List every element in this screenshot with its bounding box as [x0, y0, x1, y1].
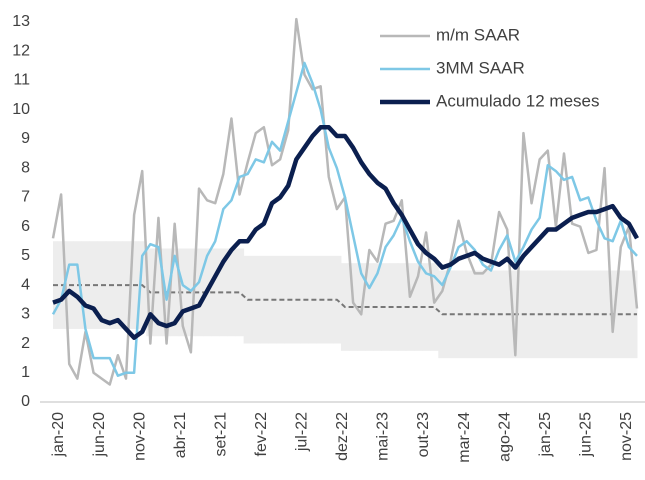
x-tick-label: jan-25	[537, 412, 554, 458]
y-tick-label: 0	[21, 393, 30, 410]
legend-label: Acumulado 12 meses	[436, 91, 599, 110]
target-line	[53, 284, 637, 316]
x-tick-label: abr-21	[172, 412, 189, 458]
legend-label: 3MM SAAR	[436, 58, 525, 77]
tolerance-band	[211, 248, 220, 337]
y-tick-label: 12	[12, 42, 30, 59]
y-tick-label: 13	[12, 13, 30, 30]
series-line	[51, 61, 638, 377]
x-tick-label: jul-22	[294, 412, 311, 452]
x-tick-label: out-23	[415, 412, 432, 457]
tolerance-band	[397, 263, 407, 351]
tolerance-band	[405, 263, 415, 351]
y-tick-label: 9	[21, 130, 30, 147]
series-line	[52, 124, 639, 340]
tolerance-band	[235, 248, 245, 337]
x-tick-label: set-21	[212, 412, 229, 457]
legend: m/m SAAR 3MM SAAR Acumulado 12 meses	[380, 25, 599, 110]
x-tick-label: nov-25	[618, 412, 635, 461]
tolerance-band	[389, 263, 399, 351]
x-tick-label: ago-24	[496, 412, 513, 462]
x-tick-label: jun-25	[577, 412, 594, 458]
tolerance-band	[227, 248, 236, 337]
y-tick-label: 5	[21, 247, 30, 264]
y-tick-label: 10	[12, 101, 30, 118]
x-tick-label: jun-20	[91, 412, 108, 458]
tolerance-band	[373, 263, 382, 351]
tolerance-band	[413, 263, 423, 351]
y-tick-label: 2	[21, 335, 30, 352]
y-tick-label: 7	[21, 189, 30, 206]
y-tick-label: 4	[21, 276, 30, 293]
tolerance-band	[194, 248, 204, 337]
x-tick-label: mar-24	[456, 412, 473, 463]
x-tick-label: dez-22	[334, 412, 351, 461]
x-tick-label: nov-20	[131, 412, 148, 461]
y-tick-label: 1	[21, 364, 30, 381]
tolerance-band	[381, 263, 391, 351]
x-tick-label: mai-23	[375, 412, 392, 461]
y-tick-label: 11	[13, 72, 30, 89]
tolerance-band	[219, 248, 228, 337]
tolerance-band	[430, 263, 439, 351]
y-tick-label: 8	[21, 159, 30, 176]
y-tick-label: 6	[21, 218, 30, 235]
tolerance-band	[422, 263, 431, 351]
x-tick-label: jan-20	[50, 412, 67, 458]
x-tick-label: fev-22	[253, 412, 270, 457]
y-tick-label: 3	[21, 306, 30, 323]
legend-label: m/m SAAR	[436, 25, 520, 44]
tolerance-band	[365, 263, 374, 351]
